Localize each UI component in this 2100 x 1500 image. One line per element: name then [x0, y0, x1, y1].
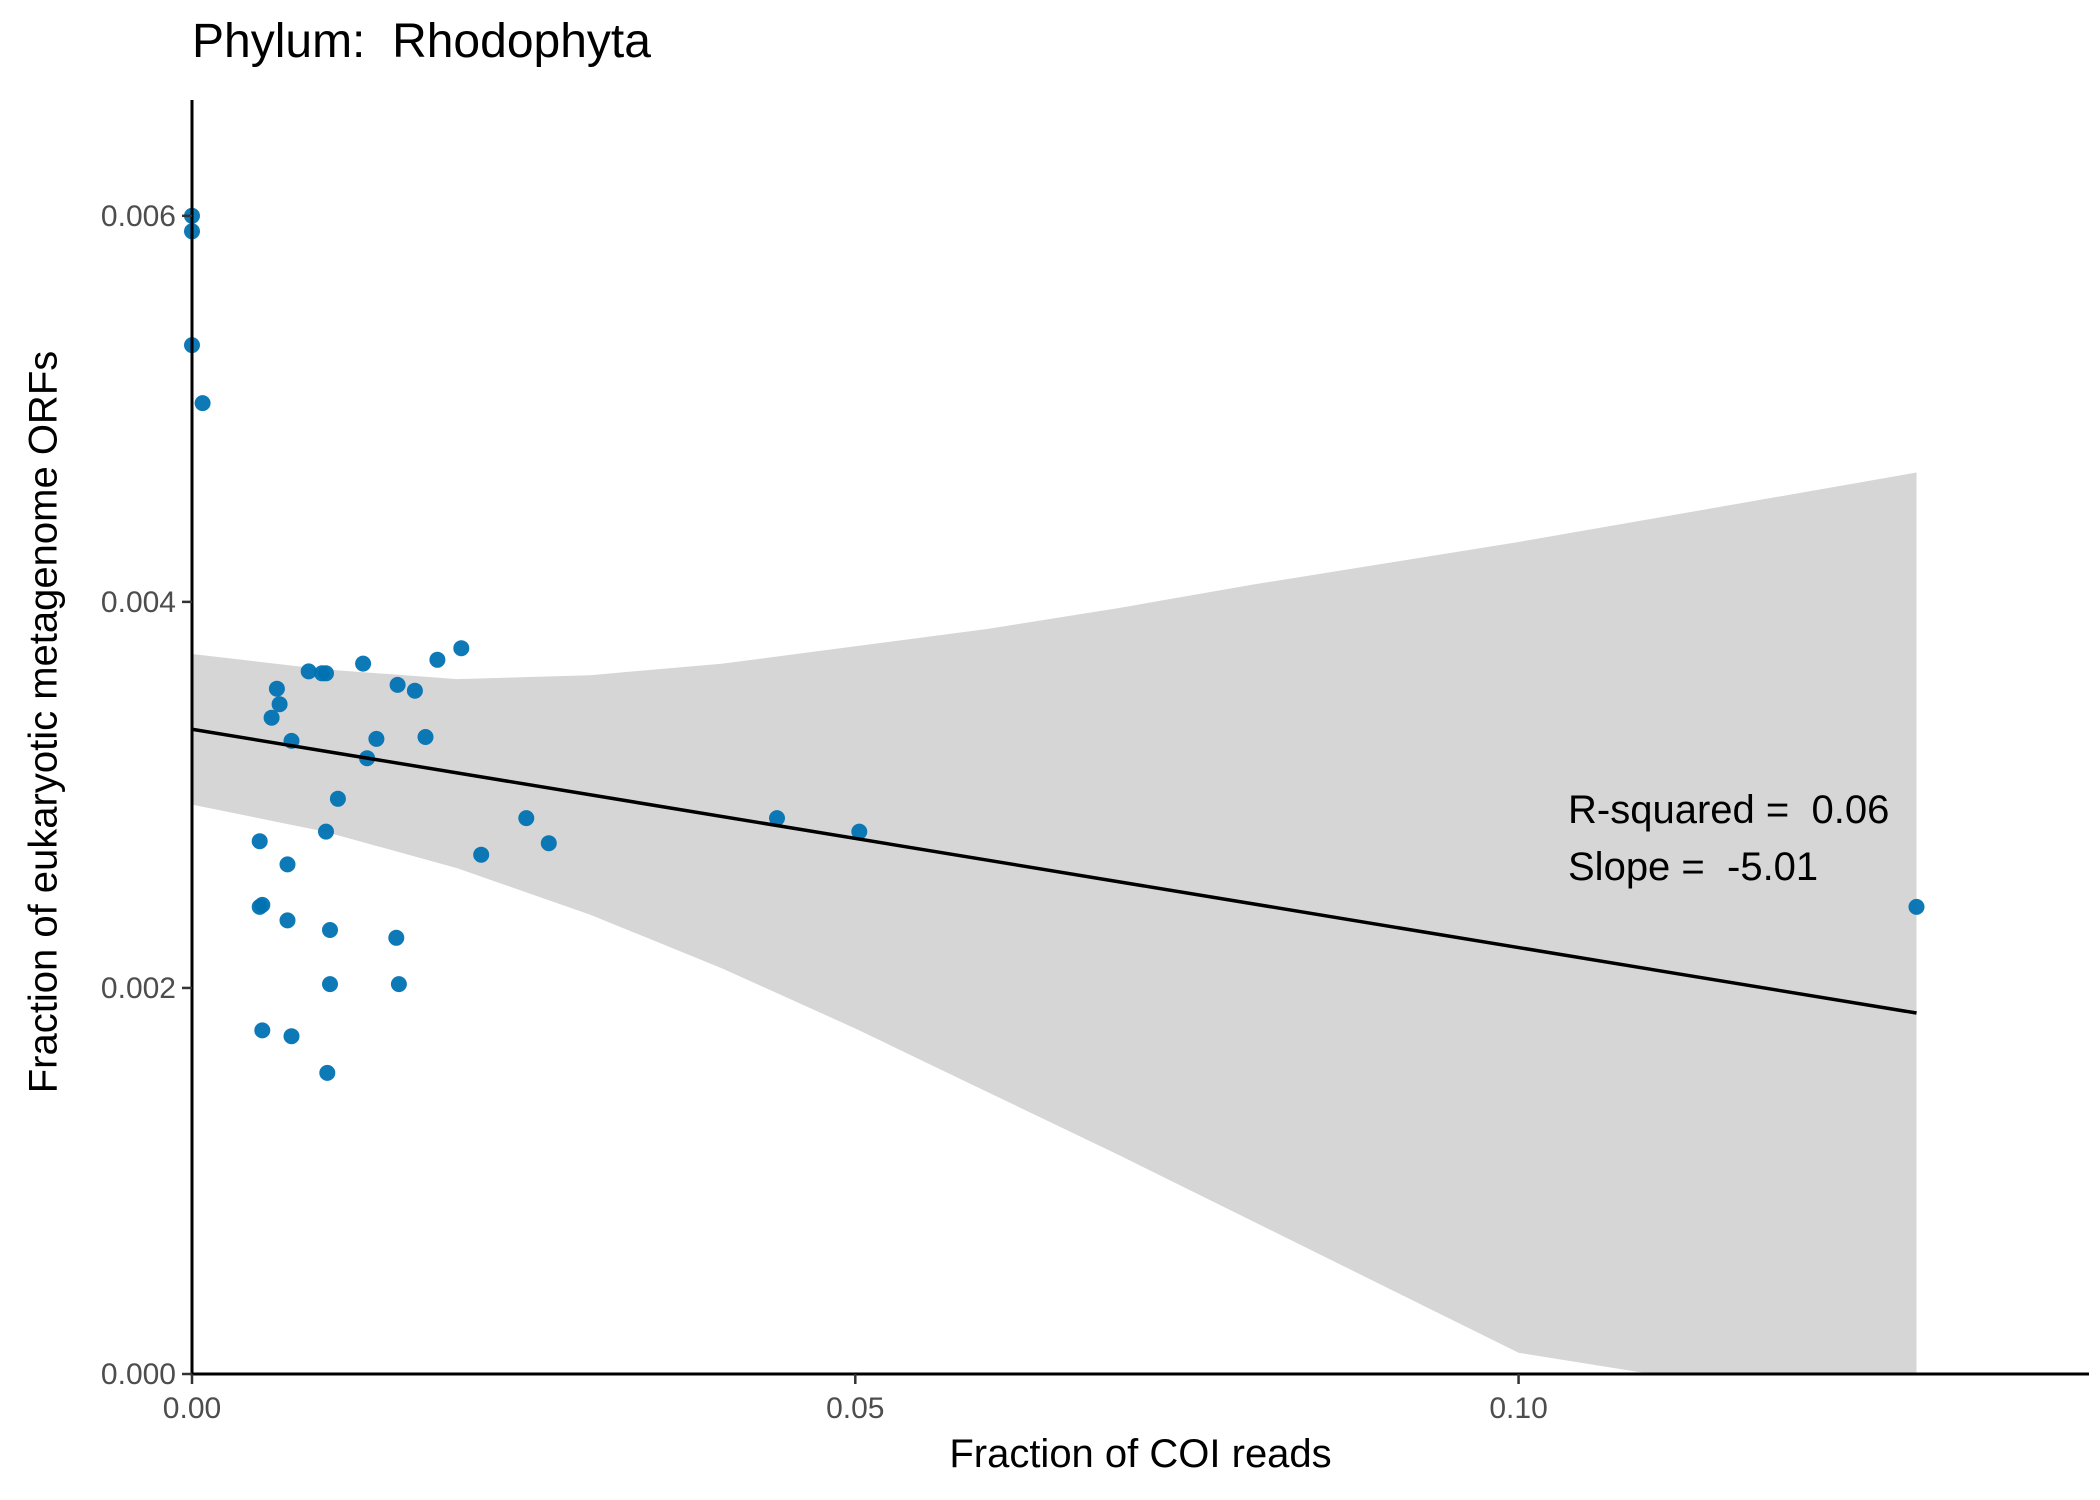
data-point-8	[389, 676, 406, 693]
data-point-23	[473, 846, 490, 863]
data-point-32	[388, 929, 405, 946]
data-point-7	[355, 655, 372, 672]
data-point-13	[271, 696, 288, 713]
y-axis-label: Fraction of eukaryotic metagenome ORFs	[21, 350, 66, 1094]
y-tick-label-1: 0.002	[101, 972, 176, 1005]
data-point-31	[322, 922, 338, 938]
confidence-band	[192, 472, 1917, 1374]
data-point-4	[300, 663, 317, 680]
data-point-9	[406, 682, 423, 699]
data-point-21	[251, 833, 268, 850]
data-point-36	[283, 1028, 300, 1045]
data-point-20	[318, 823, 334, 840]
data-point-30	[279, 912, 296, 929]
data-point-17	[417, 729, 434, 745]
x-axis-label: Fraction of COI reads	[949, 1432, 1332, 1476]
data-point-25	[540, 835, 557, 852]
data-point-14	[263, 709, 280, 726]
regression-line	[191, 727, 1917, 1015]
data-point-19	[329, 790, 346, 807]
y-tick-label-0: 0.000	[101, 1358, 176, 1391]
data-point-6	[318, 665, 334, 682]
y-tick-label-3: 0.006	[101, 200, 176, 233]
data-point-12	[268, 680, 285, 697]
data-point-38	[1908, 898, 1925, 915]
data-point-10	[429, 651, 446, 668]
data-point-34	[390, 976, 407, 993]
x-tick-label-1: 0.05	[826, 1392, 884, 1425]
y-tick-label-2: 0.004	[101, 586, 176, 619]
data-point-22	[279, 856, 296, 873]
slope-annotation: Slope = -5.01	[1568, 845, 1819, 889]
x-tick-label-0: 0.00	[163, 1392, 221, 1425]
data-point-27	[851, 823, 868, 840]
data-point-26	[769, 810, 785, 827]
data-point-29	[254, 896, 271, 913]
data-point-33	[322, 976, 338, 993]
data-point-11	[453, 640, 470, 657]
data-point-37	[319, 1064, 336, 1081]
data-point-24	[518, 810, 535, 827]
x-tick-label-2: 0.10	[1489, 1392, 1547, 1425]
chart-title: Phylum: Rhodophyta	[192, 15, 651, 68]
r-squared-annotation: R-squared = 0.06	[1568, 788, 1890, 832]
data-point-16	[368, 730, 385, 747]
data-point-35	[254, 1022, 271, 1039]
data-point-3	[194, 395, 211, 412]
